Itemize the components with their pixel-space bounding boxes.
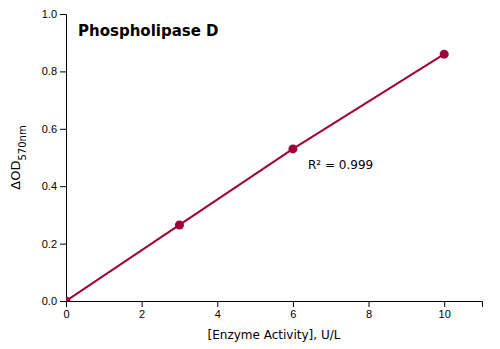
- tick-mark: [60, 301, 66, 302]
- tick: 0.2: [42, 238, 66, 250]
- tick-mark: [60, 186, 66, 187]
- line: [66, 54, 444, 301]
- tick: 0.4: [42, 180, 66, 192]
- tick-label: 2: [139, 308, 145, 320]
- title: Phospholipase D: [78, 22, 219, 40]
- tick-label: 0.4: [42, 180, 57, 192]
- tick: 0.6: [42, 123, 66, 135]
- tick-label: 1.0: [42, 8, 57, 20]
- tick: 0: [63, 301, 69, 320]
- point: [288, 144, 297, 153]
- tick-label: 10: [439, 308, 451, 320]
- point: [440, 50, 449, 59]
- tick: 10: [439, 301, 451, 320]
- tick-label: 4: [215, 308, 221, 320]
- tick-mark: [293, 301, 294, 307]
- axis-line: [67, 302, 483, 308]
- marks: [66, 50, 449, 301]
- y-label: ΔOD570nm: [8, 125, 28, 189]
- tick: 0.8: [42, 65, 66, 77]
- x-axis: 0 2 4 6 8 10: [63, 301, 482, 320]
- tick-label: 0.8: [42, 65, 57, 77]
- chart: 0 2 4 6 8 10 0.0 0.2 0.4 0.6 0.8 1.0 Phospholipase D…: [0, 0, 500, 349]
- point: [175, 220, 184, 229]
- tick-mark: [217, 301, 218, 307]
- tick-mark: [142, 301, 143, 307]
- tick-mark: [60, 14, 66, 15]
- annotation: R² = 0.999: [308, 158, 373, 172]
- tick: 8: [366, 301, 372, 320]
- tick-mark: [60, 71, 66, 72]
- tick-mark: [444, 301, 445, 307]
- tick: 0.0: [42, 295, 66, 307]
- tick-label: 0.2: [42, 238, 57, 250]
- tick-label: 8: [366, 308, 372, 320]
- tick-label: 0.0: [42, 295, 57, 307]
- y-axis: 0.0 0.2 0.4 0.6 0.8 1.0: [42, 8, 67, 307]
- x-label: [Enzyme Activity], U/L: [208, 328, 341, 342]
- tick-mark: [60, 129, 66, 130]
- tick: 6: [290, 301, 296, 320]
- tick: 4: [215, 301, 221, 320]
- point: [66, 297, 71, 302]
- axis-line: [60, 15, 67, 302]
- tick: 2: [139, 301, 145, 320]
- tick-label: 0.6: [42, 123, 57, 135]
- tick: 1.0: [42, 8, 66, 20]
- tick-mark: [369, 301, 370, 307]
- tick-label: 0: [63, 308, 69, 320]
- tick-label: 6: [290, 308, 296, 320]
- plot: 0 2 4 6 8 10 0.0 0.2 0.4 0.6 0.8 1.0 Phospholipase D…: [8, 8, 483, 342]
- tick-mark: [60, 244, 66, 245]
